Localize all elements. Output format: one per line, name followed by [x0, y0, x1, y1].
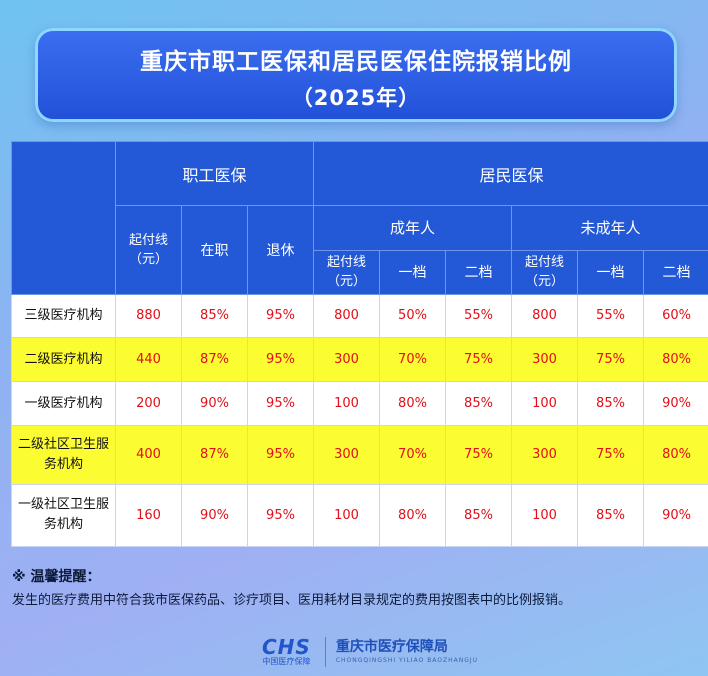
- cell-value: 100: [313, 381, 380, 427]
- cell-value: 75%: [577, 425, 644, 485]
- page-title: 重庆市职工医保和居民医保住院报销比例: [140, 49, 572, 75]
- header-retired: 退休: [247, 205, 314, 295]
- header-resident-insurance: 居民医保: [312, 140, 708, 207]
- logo-subtitle: 中国医疗保障: [262, 657, 311, 666]
- cell-value: 160: [115, 483, 182, 548]
- cell-value: 90%: [181, 483, 248, 548]
- table-row: 一级医疗机构 200 90% 95% 100 80% 85% 100 85% 9…: [11, 381, 708, 427]
- header-minor: 未成年人: [510, 205, 708, 251]
- cell-value: 75%: [445, 425, 512, 485]
- cell-value: 55%: [445, 293, 512, 338]
- row-label: 二级医疗机构: [11, 336, 116, 383]
- header-deductible-line1: 起付线: [326, 255, 366, 271]
- cell-value: 95%: [247, 336, 314, 383]
- header-minor-deductible: 起付线 （元）: [511, 249, 578, 295]
- cell-value: 440: [115, 336, 182, 383]
- cell-value: 80%: [379, 381, 446, 427]
- cell-value: 800: [511, 293, 578, 338]
- cell-value: 85%: [445, 381, 512, 427]
- header-deductible-line1: 起付线: [128, 233, 168, 249]
- page-subtitle-year: （2025年）: [291, 86, 421, 110]
- chs-logo: CHS 中国医疗保障: [262, 637, 311, 667]
- cell-value: 85%: [181, 293, 248, 338]
- logo-mark: CHS: [262, 635, 311, 659]
- title-banner: 重庆市职工医保和居民医保住院报销比例 （2025年）: [35, 28, 677, 122]
- organization-name: 重庆市医疗保障局: [335, 639, 448, 655]
- header-deductible-line2: （元）: [128, 252, 168, 268]
- header-deductible-line2: （元）: [524, 274, 564, 290]
- row-label: 一级社区卫生服务机构: [11, 483, 116, 548]
- header-minor-tier1: 一档: [577, 249, 644, 295]
- cell-value: 85%: [577, 381, 644, 427]
- cell-value: 300: [313, 425, 380, 485]
- cell-value: 70%: [379, 425, 446, 485]
- header-adult-tier2: 二档: [445, 249, 512, 295]
- organization-pinyin: CHONGQINGSHI YILIAO BAOZHANGJU: [335, 657, 479, 664]
- cell-value: 87%: [181, 425, 248, 485]
- table-row: 二级社区卫生服务机构 400 87% 95% 300 70% 75% 300 7…: [11, 425, 708, 485]
- cell-value: 300: [511, 336, 578, 383]
- cell-value: 90%: [642, 381, 708, 427]
- cell-value: 55%: [577, 293, 644, 338]
- cell-value: 85%: [577, 483, 644, 548]
- cell-value: 400: [115, 425, 182, 485]
- cell-value: 75%: [445, 336, 512, 383]
- tips-heading: ※ 温馨提醒：: [12, 569, 101, 585]
- cell-value: 95%: [247, 293, 314, 338]
- table-row: 二级医疗机构 440 87% 95% 300 70% 75% 300 75% 8…: [11, 336, 708, 383]
- reimbursement-table: 职工医保 居民医保 起付线 （元） 在职 退休 成年人 未成年人 起付线 （元）…: [11, 140, 708, 548]
- cell-value: 880: [115, 293, 182, 338]
- cell-value: 100: [511, 381, 578, 427]
- header-deductible-line1: 起付线: [524, 255, 564, 271]
- header-deductible-line2: （元）: [326, 274, 366, 290]
- corner-cell: [11, 141, 116, 295]
- cell-value: 100: [313, 483, 380, 548]
- organization: 重庆市医疗保障局 CHONGQINGSHI YILIAO BAOZHANGJU: [336, 638, 478, 666]
- cell-value: 85%: [445, 483, 512, 548]
- tips-text: 发生的医疗费用中符合我市医保药品、诊疗项目、医用耗材目录规定的费用按图表中的比例…: [12, 593, 572, 608]
- header-employee-insurance: 职工医保: [115, 140, 314, 207]
- cell-value: 100: [511, 483, 578, 548]
- cell-value: 50%: [379, 293, 446, 338]
- cell-value: 800: [313, 293, 380, 338]
- cell-value: 95%: [247, 483, 314, 548]
- cell-value: 95%: [247, 425, 314, 485]
- header-minor-tier2: 二档: [642, 249, 708, 295]
- cell-value: 87%: [181, 336, 248, 383]
- footer-divider: [324, 637, 326, 667]
- header-adult-deductible: 起付线 （元）: [313, 249, 380, 295]
- cell-value: 90%: [181, 381, 248, 427]
- cell-value: 60%: [642, 293, 708, 338]
- row-label: 二级社区卫生服务机构: [11, 425, 116, 485]
- header-adult: 成年人: [313, 205, 512, 251]
- cell-value: 200: [115, 381, 182, 427]
- cell-value: 300: [511, 425, 578, 485]
- cell-value: 70%: [379, 336, 446, 383]
- cell-value: 75%: [577, 336, 644, 383]
- cell-value: 90%: [642, 483, 708, 548]
- cell-value: 80%: [642, 425, 708, 485]
- cell-value: 95%: [247, 381, 314, 427]
- header-employee-deductible: 起付线 （元）: [115, 205, 182, 295]
- table-row: 三级医疗机构 880 85% 95% 800 50% 55% 800 55% 6…: [11, 293, 708, 338]
- table-row: 一级社区卫生服务机构 160 90% 95% 100 80% 85% 100 8…: [11, 483, 708, 548]
- header-active: 在职: [181, 205, 248, 295]
- cell-value: 80%: [642, 336, 708, 383]
- footer: CHS 中国医疗保障 重庆市医疗保障局 CHONGQINGSHI YILIAO …: [262, 634, 478, 670]
- cell-value: 300: [313, 336, 380, 383]
- header-adult-tier1: 一档: [379, 249, 446, 295]
- row-label: 三级医疗机构: [11, 293, 116, 338]
- row-label: 一级医疗机构: [11, 381, 116, 427]
- cell-value: 80%: [379, 483, 446, 548]
